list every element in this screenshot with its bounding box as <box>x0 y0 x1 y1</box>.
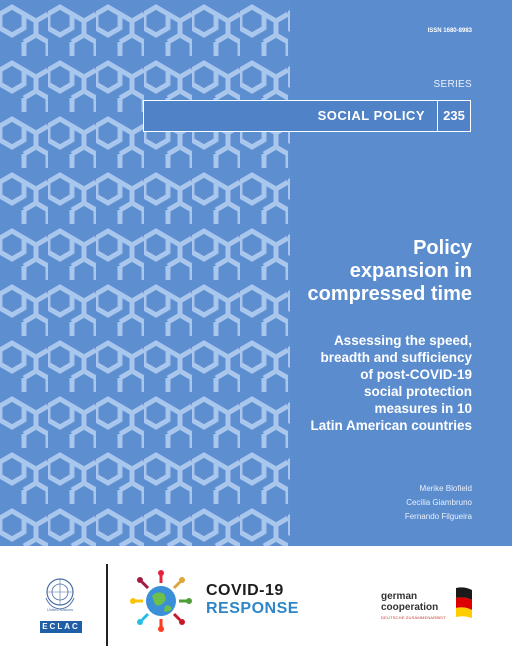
subtitle-line: social protection <box>363 384 472 399</box>
subtitle-line: Latin American countries <box>310 418 472 433</box>
document-title: Policy expansion in compressed time <box>212 237 472 306</box>
german-cooperation-line1: german <box>381 591 418 602</box>
cover: ISSN 1680-8983 SERIES SOCIAL POLICY 235 … <box>0 0 512 546</box>
author-name: Merike Blofield <box>419 484 472 493</box>
subtitle-line: measures in 10 <box>374 401 472 416</box>
german-flag-icon <box>456 587 472 618</box>
author-name: Cecilia Giambruno <box>406 498 472 507</box>
title-line: compressed time <box>307 283 472 305</box>
title-line: expansion in <box>349 260 472 282</box>
series-label: SERIES <box>433 79 472 90</box>
subtitle-line: breadth and sufficiency <box>320 350 472 365</box>
covid-response-line1: COVID-19 <box>206 582 284 599</box>
subtitle-line: of post-COVID-19 <box>360 367 472 382</box>
geometric-pattern <box>0 0 292 546</box>
german-cooperation-line3: DEUTSCHE ZUSAMMENARBEIT <box>381 615 447 620</box>
un-emblem-icon <box>45 578 75 610</box>
document-subtitle: Assessing the speed, breadth and suffici… <box>242 332 472 434</box>
eclac-logo: ECLAC <box>40 621 82 633</box>
issn: ISSN 1680-8983 <box>427 28 472 34</box>
title-line: Policy <box>413 237 472 259</box>
covid-globe-icon <box>130 570 192 632</box>
series-name: SOCIAL POLICY <box>317 108 425 123</box>
authors: Merike Blofield Cecilia Giambruno Fernan… <box>405 482 472 524</box>
footer-logos: United Nations ECLAC COVID-19 RESPONSE g… <box>0 546 512 662</box>
series-box: SOCIAL POLICY 235 <box>143 100 471 132</box>
subtitle-line: Assessing the speed, <box>333 333 472 348</box>
author-name: Fernando Filgueira <box>404 512 472 521</box>
series-number: 235 <box>437 101 470 131</box>
un-caption: United Nations <box>46 607 74 612</box>
logo-divider <box>106 564 108 646</box>
title-panel <box>290 0 512 546</box>
german-cooperation-line2: cooperation <box>381 602 439 613</box>
covid-response-line2: RESPONSE <box>206 600 299 617</box>
